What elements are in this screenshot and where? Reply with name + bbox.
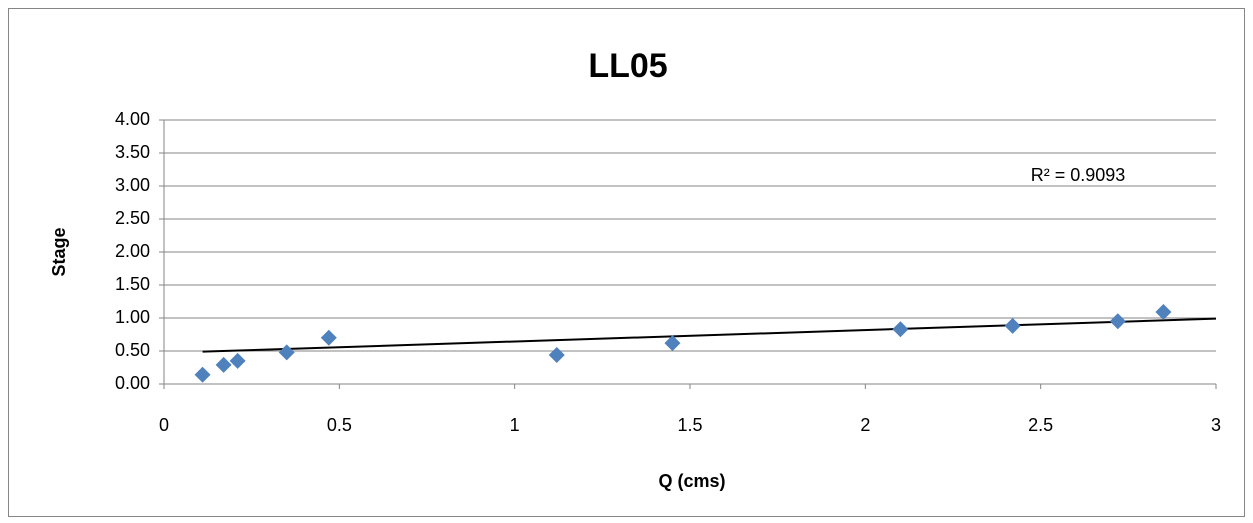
data-point bbox=[1155, 304, 1172, 321]
y-tick-label: 1.00 bbox=[115, 307, 150, 327]
data-point bbox=[548, 346, 565, 363]
x-tick-label: 2 bbox=[860, 415, 870, 435]
x-tick-label: 3 bbox=[1211, 415, 1221, 435]
data-point bbox=[892, 321, 909, 338]
data-point bbox=[229, 352, 246, 369]
y-tick-label: 3.50 bbox=[115, 142, 150, 162]
x-tick-label: 0 bbox=[159, 415, 169, 435]
y-axis-title: Stage bbox=[49, 227, 69, 276]
x-tick-label: 0.5 bbox=[327, 415, 352, 435]
data-point bbox=[278, 344, 295, 361]
y-tick-label: 3.00 bbox=[115, 175, 150, 195]
y-tick-label: 2.00 bbox=[115, 241, 150, 261]
data-point bbox=[664, 335, 681, 352]
chart-frame bbox=[8, 8, 1245, 517]
trendline bbox=[202, 317, 1217, 353]
y-tick-label: 2.50 bbox=[115, 208, 150, 228]
y-tick-label: 1.50 bbox=[115, 274, 150, 294]
annotation: R² = 0.9093 bbox=[1031, 165, 1126, 185]
x-tick-label: 1 bbox=[510, 415, 520, 435]
y-tick-label: 0.50 bbox=[115, 340, 150, 360]
x-tick-label: 2.5 bbox=[1028, 415, 1053, 435]
x-axis-title: Q (cms) bbox=[658, 471, 725, 491]
data-point bbox=[194, 366, 211, 383]
x-tick-label: 1.5 bbox=[677, 415, 702, 435]
data-point bbox=[1109, 313, 1126, 330]
y-tick-label: 0.00 bbox=[115, 373, 150, 393]
data-point bbox=[320, 329, 337, 346]
data-point bbox=[1004, 317, 1021, 334]
data-point bbox=[215, 356, 232, 373]
chart-title: LL05 bbox=[588, 47, 667, 85]
y-tick-label: 4.00 bbox=[115, 109, 150, 129]
